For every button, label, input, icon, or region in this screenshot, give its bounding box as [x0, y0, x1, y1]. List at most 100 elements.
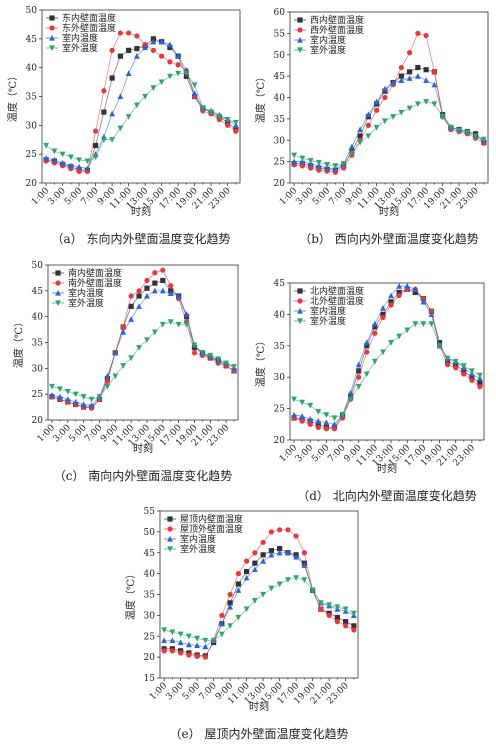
marker — [100, 137, 107, 143]
marker — [117, 125, 124, 132]
caption: （b） 西向内外壁面温度变化趋势 — [299, 231, 479, 246]
marker — [453, 365, 459, 371]
marker — [315, 418, 322, 424]
marker — [398, 73, 404, 79]
y-tick-label: 50 — [144, 528, 156, 538]
y-tick-label: 30 — [32, 364, 44, 374]
marker — [191, 82, 198, 89]
marker — [398, 109, 405, 116]
marker — [382, 94, 388, 101]
marker — [43, 142, 50, 149]
marker — [439, 114, 446, 120]
marker — [175, 292, 182, 299]
marker — [371, 320, 378, 327]
marker — [480, 136, 487, 143]
marker — [183, 70, 190, 77]
legend-marker — [55, 270, 61, 276]
marker — [150, 47, 156, 53]
marker — [445, 358, 451, 365]
marker — [268, 529, 274, 535]
marker — [315, 159, 322, 166]
x-tick-label: 3:00 — [294, 443, 316, 465]
x-tick-label: 1:00 — [30, 186, 52, 208]
legend-label: 室外温度 — [180, 543, 216, 555]
marker — [299, 155, 306, 162]
marker — [347, 389, 354, 396]
marker — [109, 110, 116, 117]
legend-label: 西内壁面温度 — [310, 14, 364, 26]
marker — [159, 53, 165, 59]
marker — [268, 551, 275, 558]
marker — [59, 159, 66, 166]
marker — [260, 552, 266, 558]
marker — [235, 571, 241, 577]
marker — [318, 606, 324, 612]
marker — [299, 399, 306, 406]
legend-marker — [49, 34, 55, 41]
marker — [159, 321, 166, 328]
marker — [414, 101, 421, 108]
y-tick-label: 50 — [274, 51, 286, 61]
marker — [324, 164, 331, 171]
legend-label: 东外壁面温度 — [62, 22, 116, 34]
marker — [224, 116, 231, 123]
marker — [88, 402, 95, 409]
marker — [199, 105, 206, 112]
marker — [343, 623, 349, 629]
marker — [339, 412, 346, 418]
marker — [348, 150, 355, 157]
series-line — [51, 321, 235, 400]
marker — [76, 168, 82, 175]
marker — [293, 533, 299, 539]
marker — [301, 562, 308, 568]
marker — [101, 88, 107, 94]
marker — [388, 299, 394, 305]
series-line — [46, 41, 237, 169]
x-tick-label: 3:00 — [294, 186, 316, 208]
y-tick-label: 50 — [32, 261, 44, 271]
y-tick-label: 25 — [26, 150, 38, 160]
marker — [208, 109, 215, 116]
y-tick-label: 25 — [144, 632, 156, 642]
x-axis-label: 时刻 — [377, 462, 397, 475]
marker — [420, 298, 427, 305]
marker — [120, 324, 126, 330]
marker — [453, 362, 459, 368]
panel: 202530354045501:003:005:007:009:0011:001… — [6, 6, 241, 246]
marker — [93, 128, 99, 134]
marker — [243, 574, 250, 581]
marker — [80, 394, 87, 400]
marker — [101, 109, 107, 115]
marker — [412, 289, 418, 296]
x-tick-label: 5:00 — [311, 186, 333, 208]
y-tick-label: 20 — [274, 179, 286, 189]
marker — [423, 67, 429, 73]
marker — [380, 311, 386, 317]
marker — [142, 44, 149, 51]
marker — [231, 364, 237, 370]
marker — [244, 558, 250, 564]
marker — [168, 283, 174, 289]
legend-label: 室外温度 — [62, 42, 98, 54]
y-tick-label: 20 — [26, 179, 38, 189]
legend-label: 室内温度 — [180, 533, 216, 545]
marker — [252, 550, 258, 556]
legend-label: 北内壁面温度 — [310, 285, 364, 297]
marker — [109, 47, 115, 53]
y-tick-label: 45 — [26, 35, 38, 45]
marker — [307, 158, 314, 164]
marker — [373, 98, 380, 105]
marker — [49, 392, 55, 398]
marker — [317, 600, 324, 606]
marker — [175, 62, 181, 68]
marker — [415, 30, 421, 36]
marker — [447, 124, 454, 131]
marker — [128, 293, 134, 299]
marker — [428, 321, 435, 327]
legend-label: 室外温度 — [68, 297, 104, 309]
legend-marker — [49, 15, 55, 21]
y-tick-label: 35 — [32, 339, 44, 349]
legend-label: 南外壁面温度 — [68, 277, 122, 289]
marker — [364, 349, 370, 355]
marker — [356, 374, 362, 380]
